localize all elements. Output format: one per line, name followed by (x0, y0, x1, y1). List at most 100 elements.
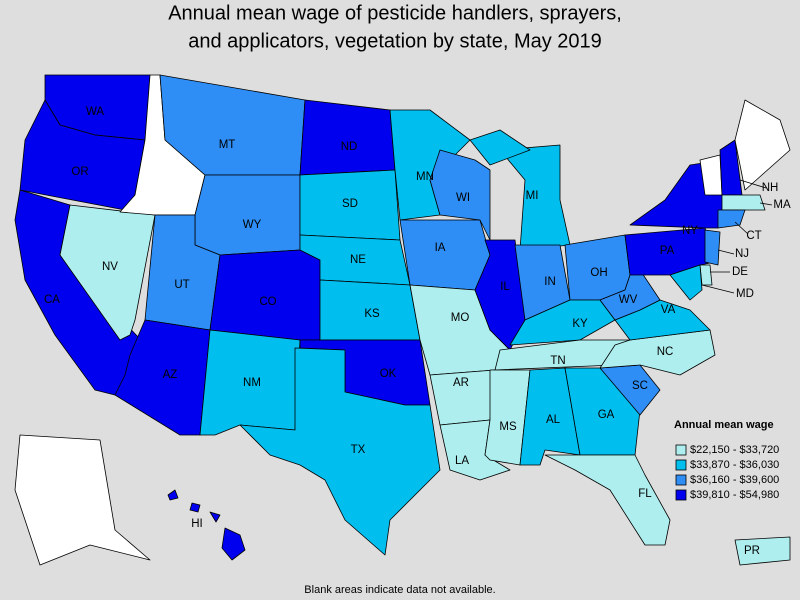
state-shape (734, 536, 791, 566)
state-label: DE (732, 266, 748, 278)
legend-swatch (675, 444, 687, 456)
state (717, 209, 746, 229)
state-label: NV (102, 261, 118, 273)
state-label: IL (500, 281, 510, 293)
state (669, 264, 703, 301)
state-label: FL (638, 488, 652, 500)
state-label: WV (619, 294, 638, 306)
state-shape (429, 149, 491, 241)
legend-label: $33,870 - $36,030 (690, 459, 779, 471)
state-label: SC (632, 380, 648, 392)
state (299, 99, 396, 176)
footnote: Blank areas indicate data not available. (304, 584, 495, 596)
title-line: and applicators, vegetation by state, Ma… (188, 30, 602, 52)
state-shape (699, 264, 713, 286)
state-label: SD (342, 198, 358, 210)
state-label: WA (86, 106, 104, 118)
state-label: OK (380, 368, 397, 380)
state (429, 149, 491, 241)
state-shape (221, 527, 246, 561)
state-shape (469, 129, 531, 166)
title-line: Annual mean wage of pesticide handlers, … (168, 2, 622, 24)
state-label: WY (243, 219, 262, 231)
state-label: PR (744, 545, 760, 557)
state-label: PA (660, 245, 675, 257)
state-label: KS (364, 308, 380, 320)
state-label: CA (44, 294, 60, 306)
state-label: NE (350, 254, 366, 266)
state-shape (399, 219, 491, 291)
state-label: CT (746, 230, 761, 242)
state (14, 434, 151, 566)
state-shape (167, 489, 179, 501)
leader-lines (701, 179, 773, 294)
state-label: CO (259, 296, 276, 308)
state-shape (599, 269, 661, 321)
state-label: AL (546, 414, 561, 426)
state (599, 269, 661, 321)
leader-line (734, 221, 749, 235)
state-label: NC (657, 346, 674, 358)
state-shape (194, 174, 301, 256)
state (734, 536, 791, 566)
state-label: NY (682, 225, 698, 237)
state-labels: WA OR CA NV MT WY UT AZ CO NM ND SD NE KS OK TX MN IA MO AR… (44, 106, 791, 557)
state-label: NH (762, 182, 779, 194)
state-label: OR (71, 166, 88, 178)
state-shape (669, 264, 703, 301)
state (209, 249, 321, 341)
state (167, 489, 246, 561)
state-shape (209, 249, 321, 341)
state-label: MT (219, 139, 236, 151)
state-label: MD (736, 288, 754, 300)
leader-line (759, 202, 773, 206)
state-label: NM (243, 377, 261, 389)
state-label: UT (174, 279, 189, 291)
state-shape (14, 434, 151, 566)
state-shape (544, 454, 671, 546)
state-label: AZ (163, 369, 178, 381)
state-label: WI (456, 192, 470, 204)
state-label: AR (453, 377, 469, 389)
state-shape (704, 229, 721, 266)
leader-line (717, 249, 735, 255)
state-label: IA (435, 242, 446, 254)
state-label: VA (661, 304, 676, 316)
state-shape (721, 194, 766, 211)
state-label: OH (590, 267, 607, 279)
state (599, 329, 716, 376)
state-shape (717, 209, 746, 229)
state-label: MS (499, 421, 517, 433)
legend-label: $36,160 - $39,600 (690, 474, 779, 486)
leader-line (701, 284, 735, 294)
state (399, 219, 491, 291)
state-label: KY (572, 318, 588, 330)
legend-swatch (675, 489, 687, 501)
states (14, 74, 791, 566)
state-shape (734, 99, 791, 191)
state-label: HI (191, 518, 203, 530)
state-shape (189, 502, 201, 513)
state-shape (239, 347, 441, 556)
state (734, 99, 791, 191)
state-label: MI (526, 190, 539, 202)
state (704, 229, 721, 266)
legend-swatch (675, 474, 687, 486)
legend-label: $39,810 - $54,980 (690, 489, 779, 501)
state-label: MN (416, 171, 434, 183)
state-shape (209, 511, 221, 523)
state-label: LA (455, 455, 469, 467)
state-label: MO (451, 312, 470, 324)
state (699, 264, 713, 286)
state-shape (564, 367, 641, 456)
state (564, 367, 641, 456)
legend-swatch (675, 459, 687, 471)
state-label: GA (598, 409, 615, 421)
state-label: ND (341, 141, 358, 153)
state (721, 194, 766, 211)
state-label: NJ (735, 248, 749, 260)
legend: $22,150 - $33,720 $33,870 - $36,030 $36,16… (675, 444, 779, 501)
state-label: MA (773, 199, 791, 211)
